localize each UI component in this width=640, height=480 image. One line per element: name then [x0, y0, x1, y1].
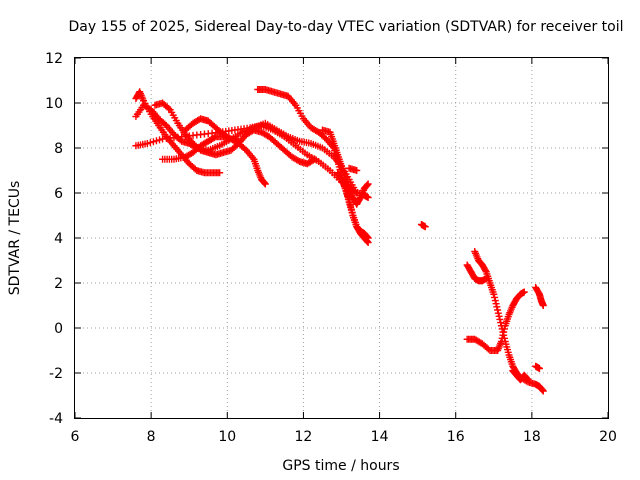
series-arc-i	[334, 169, 372, 242]
x-tick-label: 8	[147, 429, 156, 445]
data-point	[311, 155, 319, 163]
series-arc-e	[159, 133, 269, 188]
data-point	[364, 194, 372, 201]
series-arc-m	[463, 261, 490, 285]
data-layer	[132, 86, 547, 395]
x-tick-label: 16	[447, 429, 465, 445]
data-point	[494, 309, 502, 317]
data-point	[353, 189, 361, 197]
plot-frame	[74, 57, 609, 419]
y-tick-label: 12	[45, 51, 63, 67]
data-point	[363, 233, 371, 241]
series-arc-f	[181, 115, 243, 145]
data-point	[152, 137, 160, 145]
data-point	[524, 376, 532, 384]
data-point	[337, 174, 345, 182]
data-point	[490, 290, 498, 298]
data-point	[535, 365, 543, 372]
series-arc-j	[345, 164, 361, 174]
y-tick-label: 10	[45, 96, 63, 112]
data-point	[520, 288, 528, 296]
data-point	[539, 302, 547, 309]
series-arc-d	[151, 99, 319, 168]
data-point	[496, 315, 504, 323]
data-point	[210, 134, 218, 142]
x-tick-label: 14	[371, 429, 389, 445]
data-point	[235, 137, 243, 145]
data-point	[500, 325, 508, 333]
chart-title: Day 155 of 2025, Sidereal Day-to-day VTE…	[68, 19, 623, 35]
y-tick-label: 6	[54, 186, 63, 202]
data-point	[321, 134, 329, 142]
data-point	[261, 180, 269, 188]
x-tick-label: 10	[218, 429, 236, 445]
series-arc-n	[463, 288, 528, 354]
data-point	[216, 169, 224, 177]
data-point	[146, 139, 154, 147]
data-point	[499, 331, 507, 339]
x-axis-label: GPS time / hours	[282, 458, 399, 474]
data-point	[497, 319, 505, 327]
data-point	[494, 306, 502, 314]
y-tick-label: 8	[54, 141, 63, 157]
series-arc-q	[532, 362, 543, 372]
x-tick-label: 12	[295, 429, 313, 445]
data-point	[492, 300, 500, 308]
series-arc-o	[509, 367, 532, 384]
data-point	[481, 266, 489, 274]
data-point	[482, 275, 490, 282]
data-point	[161, 120, 169, 128]
data-point	[226, 134, 234, 142]
data-point	[500, 328, 508, 336]
data-point	[353, 167, 361, 174]
data-point	[484, 345, 492, 353]
data-point	[156, 136, 164, 144]
data-point	[491, 293, 499, 301]
y-axis-label: SDTVAR / TECUs	[7, 181, 23, 296]
data-point	[165, 104, 173, 112]
y-tick-label: 0	[54, 321, 63, 337]
data-point	[309, 156, 317, 164]
x-tick-label: 6	[71, 429, 80, 445]
y-tick-label: -2	[49, 366, 63, 382]
data-point	[294, 157, 302, 165]
y-tick-label: -4	[49, 411, 63, 427]
data-point	[149, 138, 157, 146]
ticks-layer: 6 8 10 12 14 16 18 20 -4 -2 0 2 4 6 8 10 12	[45, 51, 617, 445]
data-point	[498, 334, 506, 342]
series-arc-p	[532, 284, 547, 309]
series-arc-k	[417, 221, 429, 231]
data-point	[363, 181, 371, 189]
series-arc-c	[132, 88, 224, 177]
data-point	[495, 312, 503, 320]
y-tick-label: 2	[54, 276, 63, 292]
data-point	[364, 234, 372, 242]
data-point	[143, 140, 151, 147]
data-point	[356, 195, 364, 203]
data-point	[539, 387, 547, 395]
data-point	[523, 375, 531, 383]
y-tick-label: 4	[54, 231, 63, 247]
data-point	[491, 297, 499, 305]
data-point	[421, 223, 429, 231]
data-point	[241, 145, 249, 153]
data-point	[539, 386, 547, 394]
series-arc-l	[471, 248, 547, 395]
data-point	[364, 180, 372, 188]
x-tick-label: 20	[599, 429, 617, 445]
data-point	[493, 303, 501, 311]
x-tick-label: 18	[523, 429, 541, 445]
data-point	[261, 179, 269, 187]
data-point	[497, 338, 505, 345]
